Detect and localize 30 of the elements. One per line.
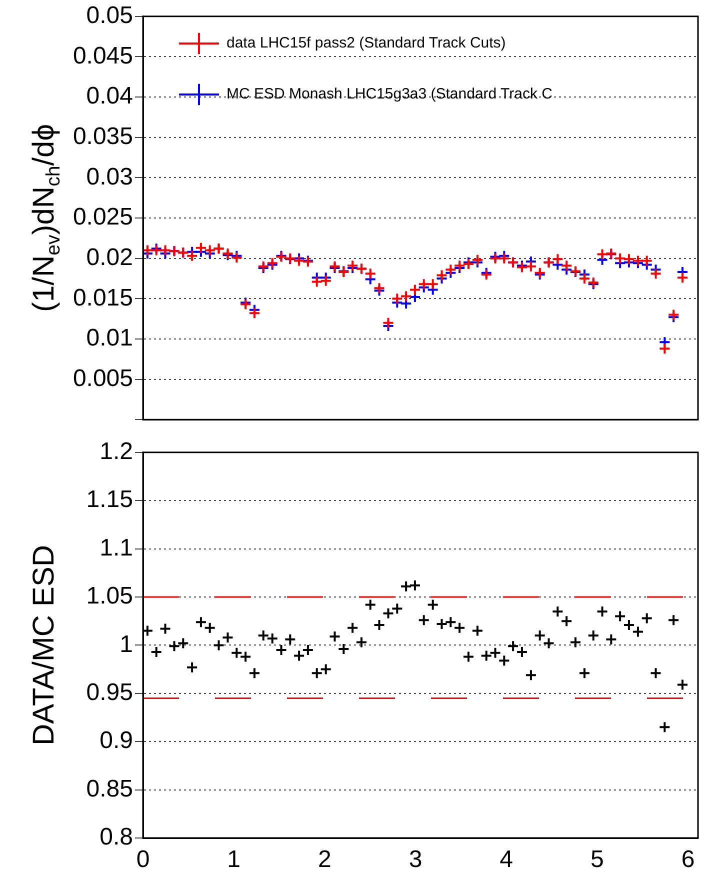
y-tick-label: 0.045 xyxy=(72,42,133,70)
x-tick-label: 1 xyxy=(227,846,241,874)
y-tick-label: 0.02 xyxy=(86,244,133,271)
x-tick-label: 6 xyxy=(681,846,695,874)
legend-label: data LHC15f pass2 (Standard Track Cuts) xyxy=(226,34,506,52)
y-tick-label: 1.05 xyxy=(86,582,133,610)
y-tick-label: 1 xyxy=(120,630,133,658)
x-tick-label: 2 xyxy=(318,846,332,874)
legend-label: MC ESD Monash LHC15g3a3 (Standard Track C xyxy=(226,86,553,103)
y-tick-label: 0.04 xyxy=(86,82,133,110)
y-tick-label: 0.8 xyxy=(100,824,133,851)
y-tick-label: 0.01 xyxy=(86,324,133,352)
y-tick-label: 0.025 xyxy=(72,204,133,231)
y-tick-label: 0.03 xyxy=(86,163,133,190)
x-tick-label: 0 xyxy=(136,846,150,874)
y-tick-label: 1.2 xyxy=(100,438,133,466)
y-axis-title: DATA/MC ESD xyxy=(27,544,60,746)
x-tick-label: 5 xyxy=(590,846,604,874)
y-tick-label: 0.85 xyxy=(86,775,133,802)
y-axis-title: (1/Nev)dNch/dϕ xyxy=(27,124,64,312)
y-tick-label: 0.05 xyxy=(86,2,133,30)
y-tick-label: 0.95 xyxy=(86,679,133,706)
y-tick-label: 0.005 xyxy=(72,364,133,392)
y-tick-label: 0.035 xyxy=(72,122,133,150)
y-tick-label: 1.1 xyxy=(100,534,133,562)
y-tick-label: 1.15 xyxy=(86,486,133,514)
x-tick-label: 4 xyxy=(500,846,514,874)
x-tick-label: 3 xyxy=(408,846,422,874)
y-tick-label: 0.9 xyxy=(100,727,133,754)
y-tick-label: 0.015 xyxy=(72,284,133,312)
